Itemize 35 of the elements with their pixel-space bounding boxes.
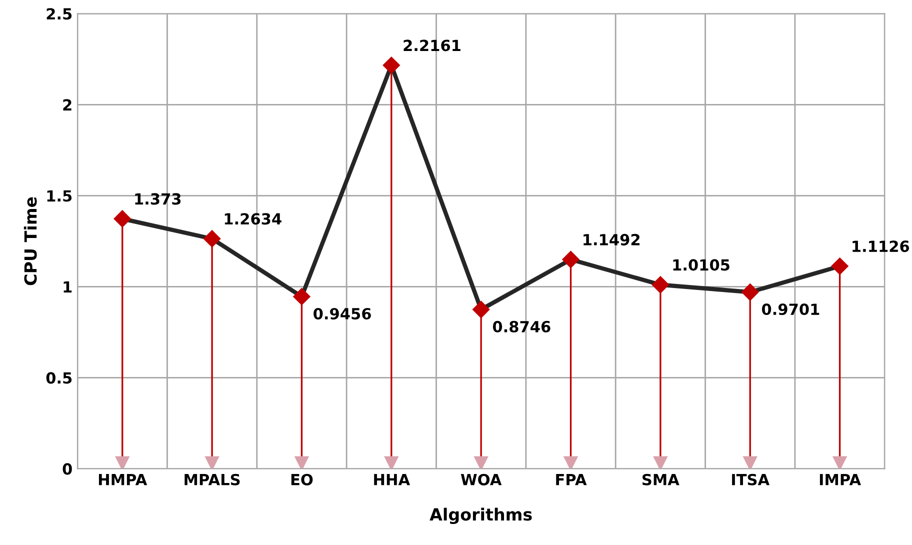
point (203, 230, 221, 248)
x-tick-label: EO (291, 474, 313, 486)
data-label: 1.1492 (584, 234, 640, 246)
y-tick-label: 1 (64, 281, 72, 292)
y-tick-label: 0.5 (46, 372, 72, 384)
data-label: 1.373 (135, 193, 181, 205)
point (831, 258, 848, 275)
point (114, 210, 131, 228)
data-label: 0.8746 (492, 320, 550, 332)
x-tick-label: FPA (556, 474, 587, 486)
x-tick-label: HHA (374, 474, 410, 486)
x-tick-label: IMPA (820, 474, 861, 486)
point (742, 284, 759, 301)
x-tick-label: ITSA (732, 474, 770, 486)
data-label: 0.9701 (762, 303, 820, 316)
point (293, 288, 310, 306)
x-tick-label: HMPA (98, 474, 148, 486)
x-axis-title: Algorithms (430, 508, 532, 524)
data-label: 1.2634 (224, 213, 282, 225)
x-tick-label: WOA (460, 474, 502, 486)
x-tick-label: SMA (642, 474, 680, 486)
data-label: 1.0105 (673, 259, 730, 271)
point (652, 276, 669, 294)
point (472, 300, 490, 318)
y-tick-label: 2 (63, 99, 72, 110)
y-tick-label: 1.5 (47, 190, 72, 202)
x-tick-label: MPALS (184, 474, 240, 486)
y-tick-label: 2.5 (46, 8, 72, 20)
data-label: 2.2161 (404, 40, 460, 52)
point (382, 56, 400, 74)
data-label: 1.1126 (852, 240, 910, 252)
y-tick-label: 0 (62, 463, 72, 475)
point (562, 250, 580, 268)
data-label: 0.9456 (314, 308, 371, 320)
y-axis-title: CPU Time (24, 197, 37, 286)
